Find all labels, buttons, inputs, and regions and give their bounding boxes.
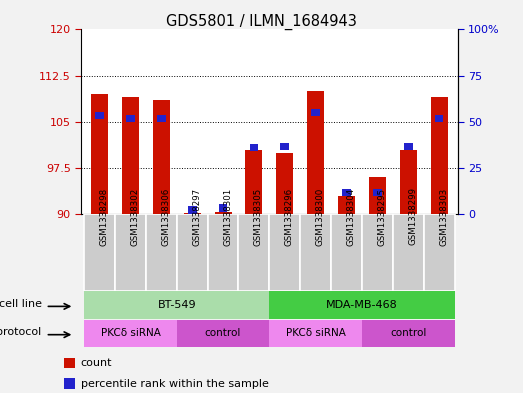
- Text: GSM1338300: GSM1338300: [316, 187, 325, 246]
- Bar: [307, 91, 324, 214]
- Text: PKCδ siRNA: PKCδ siRNA: [286, 328, 346, 338]
- Bar: [146, 214, 177, 291]
- Text: PKCδ siRNA: PKCδ siRNA: [100, 328, 161, 338]
- Text: control: control: [205, 328, 241, 338]
- Bar: [338, 196, 355, 214]
- Text: GSM1338295: GSM1338295: [378, 187, 386, 246]
- Text: GSM1338299: GSM1338299: [408, 187, 417, 246]
- Bar: [153, 100, 170, 214]
- Text: GSM1338306: GSM1338306: [161, 187, 170, 246]
- Bar: [269, 214, 300, 291]
- Bar: [177, 320, 269, 347]
- Bar: [84, 214, 115, 291]
- Text: GSM1338305: GSM1338305: [254, 187, 263, 246]
- Bar: [91, 94, 108, 214]
- Bar: [122, 97, 139, 214]
- Bar: [208, 214, 238, 291]
- Bar: [276, 152, 293, 214]
- Text: cell line: cell line: [0, 299, 42, 309]
- Bar: [269, 291, 454, 319]
- Bar: [362, 320, 454, 347]
- Bar: [362, 214, 393, 291]
- Text: control: control: [390, 328, 426, 338]
- Text: GSM1338298: GSM1338298: [99, 187, 109, 246]
- Text: GSM1338302: GSM1338302: [130, 187, 140, 246]
- Bar: [188, 206, 197, 213]
- Bar: [393, 214, 424, 291]
- Text: MDA-MB-468: MDA-MB-468: [326, 300, 398, 310]
- Text: GDS5801 / ILMN_1684943: GDS5801 / ILMN_1684943: [166, 14, 357, 30]
- Bar: [435, 115, 444, 123]
- Bar: [177, 214, 208, 291]
- Text: percentile rank within the sample: percentile rank within the sample: [81, 378, 268, 389]
- Bar: [300, 214, 331, 291]
- Text: GSM1338303: GSM1338303: [439, 187, 448, 246]
- Bar: [424, 214, 454, 291]
- Bar: [84, 291, 269, 319]
- Text: protocol: protocol: [0, 327, 42, 337]
- Bar: [311, 109, 320, 116]
- Bar: [214, 212, 232, 214]
- Bar: [342, 189, 351, 196]
- Text: GSM1338296: GSM1338296: [285, 187, 294, 246]
- Bar: [184, 213, 201, 214]
- Text: GSM1338301: GSM1338301: [223, 187, 232, 246]
- Text: count: count: [81, 358, 112, 368]
- Text: BT-549: BT-549: [157, 300, 196, 310]
- Bar: [126, 115, 135, 123]
- Bar: [95, 112, 104, 119]
- Bar: [64, 358, 75, 368]
- Bar: [115, 214, 146, 291]
- Bar: [280, 143, 289, 150]
- Bar: [249, 144, 258, 151]
- Bar: [430, 97, 448, 214]
- Bar: [157, 115, 166, 123]
- Text: GSM1338304: GSM1338304: [347, 187, 356, 246]
- Bar: [238, 214, 269, 291]
- Text: GSM1338297: GSM1338297: [192, 187, 201, 246]
- Bar: [331, 214, 362, 291]
- Bar: [400, 149, 417, 214]
- Bar: [373, 189, 382, 196]
- Bar: [269, 320, 362, 347]
- Bar: [84, 320, 177, 347]
- Bar: [64, 378, 75, 389]
- Bar: [369, 177, 386, 214]
- Bar: [219, 204, 228, 212]
- Bar: [245, 149, 263, 214]
- Bar: [404, 143, 413, 150]
